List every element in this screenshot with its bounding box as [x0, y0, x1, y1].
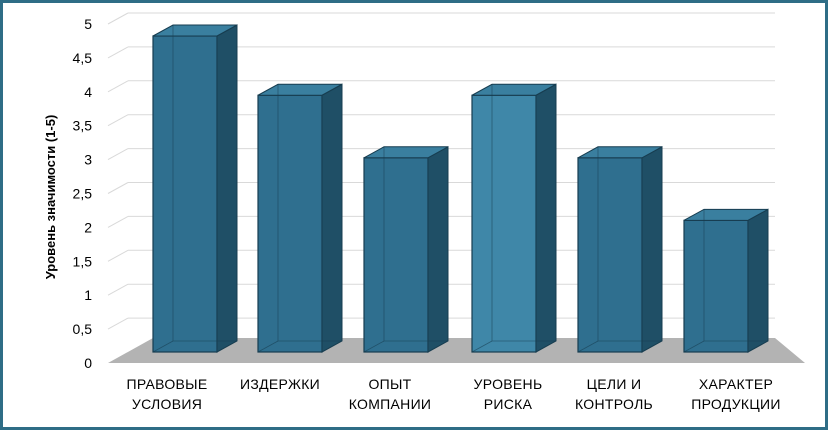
bar — [363, 145, 449, 353]
gridline-diagonal — [107, 12, 129, 25]
y-tick-label: 4 — [84, 84, 92, 100]
bar-inner-edge — [471, 340, 493, 353]
gridline-diagonal — [107, 114, 129, 127]
bars — [152, 24, 769, 353]
y-tick-label: 2,5 — [73, 186, 93, 202]
y-axis-label: Уровень значимости (1-5) — [43, 115, 58, 280]
x-category-label: УСЛОВИЯ — [132, 396, 202, 412]
x-axis-labels: ПРАВОВЫЕ УСЛОВИЯ ИЗДЕРЖКИ ОПЫТ КОМПАНИИ УРОВЕ… — [126, 376, 780, 412]
bar-side — [216, 24, 238, 353]
gridline-diagonal — [107, 249, 129, 262]
y-tick-label: 0,5 — [73, 321, 93, 337]
bar-top — [257, 83, 343, 96]
y-tick-label: 1,5 — [73, 253, 93, 269]
gridline-diagonal — [107, 215, 129, 228]
bar-inner-edge — [363, 340, 385, 353]
x-category-label: РИСКА — [484, 396, 533, 412]
bar-top — [152, 24, 238, 37]
y-tick-label: 1 — [84, 287, 92, 303]
y-tick-label: 3 — [84, 152, 92, 168]
y-axis-ticks: 0 0,5 1 1,5 2 2,5 3 3,5 4 4,5 5 — [73, 16, 93, 371]
bar-front — [471, 94, 537, 353]
gridline-diagonal — [107, 317, 129, 330]
bar — [152, 24, 238, 353]
x-category-label: ОПЫТ — [368, 376, 411, 392]
gridline-diagonal — [107, 148, 129, 161]
bar-side — [535, 83, 557, 353]
bar-front — [683, 219, 749, 353]
x-category-label: КОМПАНИИ — [349, 396, 432, 412]
bar-front — [152, 35, 218, 353]
y-tick-label: 5 — [84, 16, 92, 32]
bar-top — [471, 83, 557, 96]
bar-inner-edge — [152, 340, 174, 353]
gridline-diagonal — [107, 182, 129, 194]
x-category-label: ИЗДЕРЖКИ — [240, 376, 320, 392]
x-category-label: КОНТРОЛЬ — [575, 396, 653, 412]
x-category-label: ПРАВОВЫЕ — [126, 376, 207, 392]
gridline-diagonal — [107, 283, 129, 296]
bar-side — [641, 145, 663, 353]
bar-top — [363, 146, 449, 159]
bar — [577, 145, 663, 353]
bar-inner-edge — [577, 340, 599, 353]
x-category-label: ПРОДУКЦИИ — [691, 396, 781, 412]
bar-front — [577, 157, 643, 353]
bar-front — [257, 94, 323, 353]
bar — [471, 83, 557, 353]
bar-top — [683, 208, 769, 221]
y-tick-label: 4,5 — [73, 50, 93, 66]
bar-inner-edge — [683, 340, 705, 353]
bar-inner-edge — [257, 340, 279, 353]
gridline-diagonal — [107, 46, 129, 59]
bar — [257, 83, 343, 353]
bar-side — [321, 83, 343, 353]
y-tick-label: 2 — [84, 219, 92, 235]
bar-side — [427, 145, 449, 353]
bar — [683, 208, 769, 353]
bar-side — [747, 208, 769, 353]
bar-front — [363, 157, 429, 353]
x-category-label: ЦЕЛИ И — [587, 376, 642, 392]
gridline-diagonal — [107, 80, 129, 93]
bar-top — [577, 146, 663, 159]
y-tick-label: 3,5 — [73, 118, 93, 134]
y-tick-label: 0 — [84, 355, 92, 371]
x-category-label: ХАРАКТЕР — [699, 376, 773, 392]
x-category-label: УРОВЕНЬ — [474, 376, 543, 392]
